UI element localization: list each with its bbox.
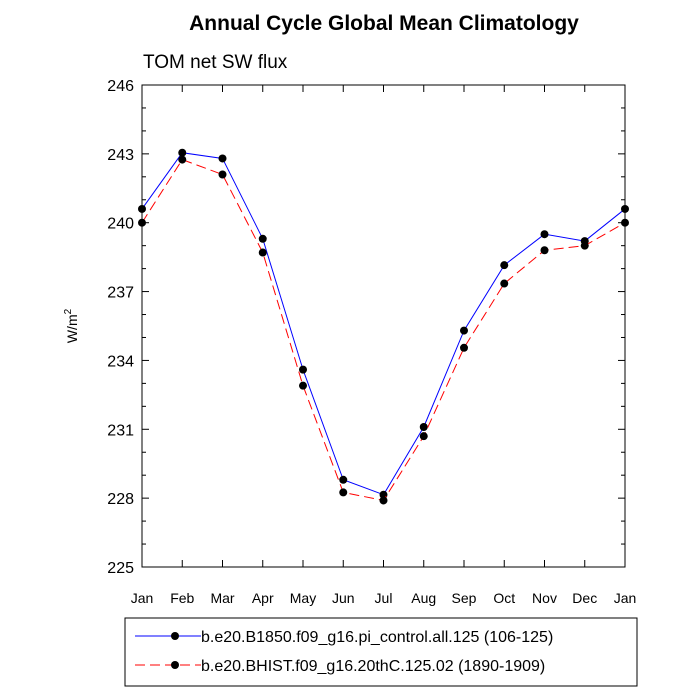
y-tick-label: 231 <box>107 422 134 439</box>
series-1-point <box>419 422 428 431</box>
series-2-point <box>379 496 388 505</box>
legend-marker-1 <box>171 632 179 640</box>
y-tick-label: 225 <box>107 560 134 577</box>
chart-title: Annual Cycle Global Mean Climatology <box>189 12 579 35</box>
series-1-point <box>500 261 509 270</box>
x-tick-label: Dec <box>572 590 597 606</box>
series-1-point <box>299 365 307 374</box>
y-tick-label: 228 <box>107 491 134 508</box>
series-2-point <box>419 432 428 441</box>
series-2-point <box>540 246 549 255</box>
series-1-point <box>138 204 146 213</box>
x-tick-label: Jun <box>332 590 355 606</box>
series-2-point <box>580 241 589 250</box>
x-tick-label: Aug <box>411 590 436 606</box>
y-tick-label: 240 <box>107 216 134 233</box>
x-tick-label: Mar <box>210 590 234 606</box>
legend-label-2: b.e20.BHIST.f09_g16.20thC.125.02 (1890-1… <box>201 658 545 675</box>
series-1-point <box>460 326 468 335</box>
x-tick-label: Apr <box>252 590 274 606</box>
series-1-point <box>339 475 348 484</box>
y-tick-label: 243 <box>107 147 134 164</box>
series-2-point <box>218 170 227 179</box>
x-tick-label: Feb <box>170 590 194 606</box>
y-tick-label: 246 <box>107 78 134 95</box>
series-1-point <box>621 204 629 213</box>
legend-marker-2 <box>171 661 179 669</box>
y-tick-label: 234 <box>107 353 134 370</box>
legend-label-1: b.e20.B1850.f09_g16.pi_control.all.125 (… <box>201 629 553 646</box>
series-2-point <box>460 343 468 352</box>
x-tick-label: Sep <box>452 590 477 606</box>
x-tick-label: Jan <box>131 590 154 606</box>
legend: b.e20.B1850.f09_g16.pi_control.all.125 (… <box>124 617 638 687</box>
y-tick-label: 237 <box>107 285 134 302</box>
x-tick-label: Oct <box>493 590 515 606</box>
x-tick-label: Jan <box>614 590 637 606</box>
y-axis-label-superscript: 2 <box>63 308 74 314</box>
x-tick-label: Nov <box>532 590 557 606</box>
series-1-point <box>258 234 267 243</box>
axes-layer: 225 228 231 234 237 240 243 246 Jan Feb Mar Apr May J… <box>107 78 636 606</box>
series-1-point <box>540 230 549 239</box>
series-2-point <box>138 218 146 227</box>
series-line-1 <box>141 152 626 496</box>
legend-box <box>124 617 638 687</box>
y-axis-label: W/m2 <box>63 308 80 343</box>
series-2-point <box>500 279 509 288</box>
series-2-point <box>258 248 267 257</box>
x-tick-label: Jul <box>375 590 393 606</box>
chart-subtitle: TOM net SW flux <box>143 52 288 73</box>
series-1-point <box>178 148 187 157</box>
series-1-point <box>218 154 227 163</box>
x-tick-label: May <box>290 590 316 606</box>
series-2-point <box>339 488 348 497</box>
series-2-point <box>299 381 307 390</box>
series-line-2 <box>141 158 626 501</box>
y-axis-label-unit: W/m <box>64 314 80 343</box>
series-2-point <box>621 218 629 227</box>
series-layer <box>138 148 629 505</box>
series-2-point <box>178 155 187 164</box>
